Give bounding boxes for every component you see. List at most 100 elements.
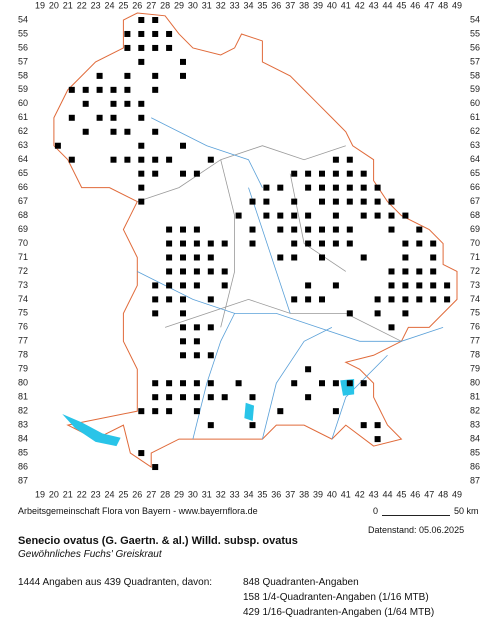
record bbox=[249, 240, 256, 247]
col-label: 48 bbox=[438, 489, 448, 499]
row-label: 75 bbox=[18, 308, 28, 318]
record bbox=[388, 296, 395, 303]
record bbox=[360, 170, 367, 177]
record bbox=[305, 170, 312, 177]
record bbox=[374, 198, 381, 205]
record bbox=[249, 198, 256, 205]
record bbox=[291, 170, 298, 177]
record bbox=[124, 86, 131, 93]
record bbox=[430, 282, 437, 289]
col-label: 41 bbox=[341, 0, 351, 10]
record bbox=[207, 422, 214, 429]
col-label: 32 bbox=[216, 0, 226, 10]
record bbox=[291, 198, 298, 205]
breakdown: 158 1/4-Quadranten-Angaben (1/16 MTB) bbox=[243, 592, 429, 603]
record bbox=[207, 156, 214, 163]
record bbox=[152, 44, 159, 51]
scale-end: 50 km bbox=[454, 506, 479, 516]
record bbox=[166, 268, 173, 275]
record bbox=[180, 394, 186, 401]
record bbox=[138, 156, 145, 163]
col-label: 38 bbox=[299, 0, 309, 10]
record bbox=[332, 170, 339, 177]
record bbox=[305, 240, 312, 247]
record bbox=[207, 394, 214, 401]
col-label: 27 bbox=[146, 489, 156, 499]
record bbox=[374, 310, 381, 317]
row-label: 85 bbox=[18, 447, 28, 457]
row-label: 82 bbox=[18, 406, 28, 416]
col-label: 45 bbox=[396, 0, 406, 10]
record bbox=[207, 296, 214, 303]
row-label: 77 bbox=[470, 336, 480, 346]
record bbox=[360, 254, 367, 261]
record bbox=[207, 268, 214, 275]
record bbox=[346, 226, 353, 233]
record bbox=[138, 44, 145, 51]
record bbox=[388, 268, 395, 275]
river bbox=[192, 313, 235, 440]
record bbox=[360, 184, 367, 191]
row-label: 62 bbox=[470, 126, 480, 136]
record bbox=[332, 282, 339, 289]
river bbox=[331, 354, 388, 440]
record bbox=[402, 254, 409, 261]
record bbox=[291, 254, 298, 261]
record bbox=[277, 226, 284, 233]
record bbox=[319, 380, 325, 387]
row-label: 79 bbox=[18, 364, 28, 374]
river bbox=[137, 271, 444, 342]
record bbox=[82, 100, 89, 107]
row-label: 81 bbox=[18, 392, 28, 402]
record bbox=[430, 240, 437, 247]
col-label: 29 bbox=[174, 0, 184, 10]
record bbox=[180, 380, 186, 387]
row-label: 81 bbox=[470, 392, 480, 402]
record bbox=[402, 282, 409, 289]
row-label: 59 bbox=[18, 84, 28, 94]
row-label: 54 bbox=[18, 14, 28, 24]
record bbox=[152, 310, 159, 317]
row-label: 78 bbox=[18, 350, 28, 360]
row-label: 67 bbox=[18, 196, 28, 206]
record bbox=[152, 128, 159, 135]
record bbox=[152, 464, 159, 471]
record bbox=[430, 296, 437, 303]
record bbox=[193, 170, 200, 177]
record bbox=[166, 156, 173, 163]
col-label: 28 bbox=[160, 489, 170, 499]
record bbox=[193, 394, 200, 401]
record bbox=[249, 394, 256, 401]
record bbox=[332, 198, 339, 205]
record bbox=[207, 240, 214, 247]
col-label: 40 bbox=[327, 0, 337, 10]
row-label: 73 bbox=[470, 280, 480, 290]
row-label: 84 bbox=[470, 433, 480, 443]
record bbox=[332, 226, 339, 233]
record bbox=[193, 324, 200, 331]
record bbox=[166, 408, 173, 415]
row-label: 87 bbox=[18, 475, 28, 485]
record bbox=[96, 114, 103, 121]
border bbox=[53, 12, 458, 468]
row-label: 62 bbox=[18, 126, 28, 136]
record bbox=[138, 17, 145, 23]
record bbox=[305, 212, 312, 219]
record bbox=[346, 170, 353, 177]
scale-bar bbox=[382, 515, 450, 516]
record bbox=[263, 212, 270, 219]
record bbox=[138, 170, 145, 177]
row-label: 60 bbox=[470, 98, 480, 108]
record bbox=[138, 30, 145, 37]
records bbox=[54, 17, 451, 471]
col-label: 36 bbox=[271, 489, 281, 499]
col-label: 46 bbox=[410, 489, 420, 499]
record bbox=[166, 394, 173, 401]
record bbox=[138, 408, 145, 415]
record bbox=[68, 156, 75, 163]
record bbox=[193, 254, 200, 261]
record bbox=[152, 394, 159, 401]
record bbox=[291, 296, 298, 303]
row-label: 65 bbox=[18, 168, 28, 178]
record bbox=[319, 170, 325, 177]
